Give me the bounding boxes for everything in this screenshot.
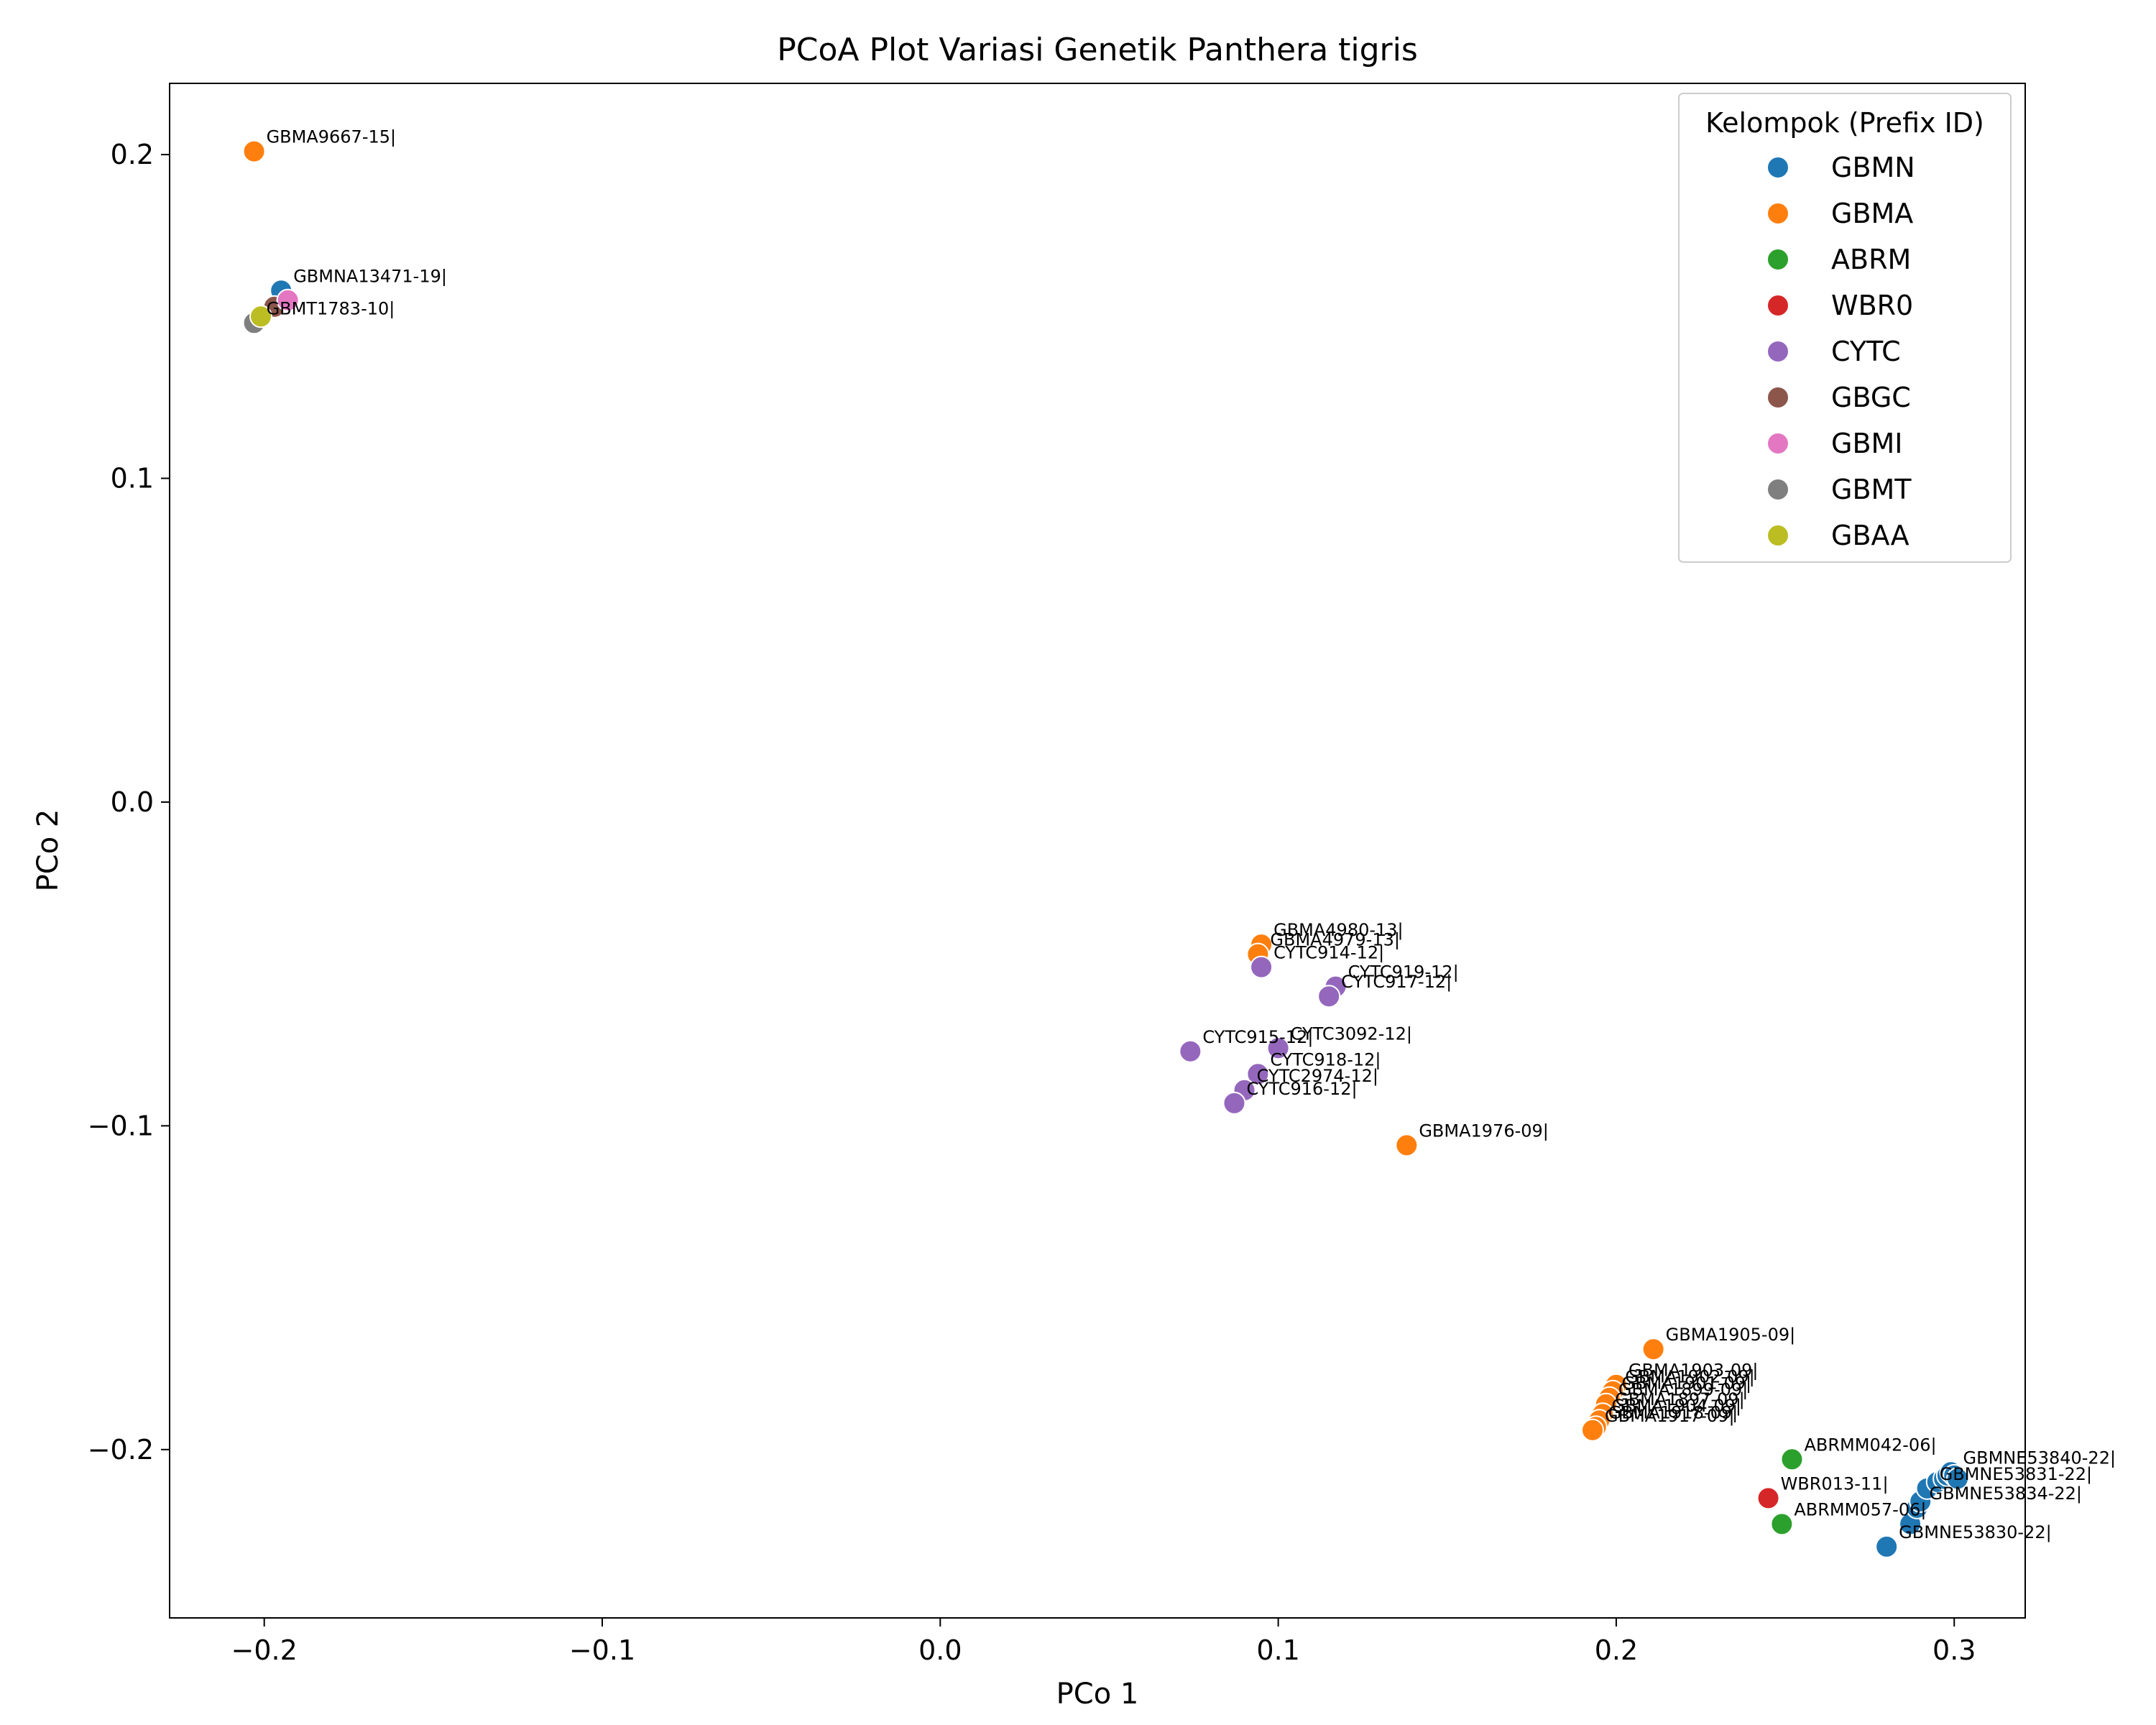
scatter-point-abrm [1770, 1512, 1794, 1536]
point-label: ABRMM057-06| [1794, 1499, 1926, 1519]
point-label: GBMNE53834-22| [1930, 1484, 2083, 1504]
point-label: CYTC919-12| [1348, 962, 1459, 983]
point-label: CYTC3092-12| [1291, 1024, 1412, 1044]
point-label: CYTC2974-12| [1257, 1066, 1378, 1086]
legend-label-cytc: CYTC [1831, 336, 1901, 367]
legend-label-gbgc: GBGC [1831, 382, 1911, 413]
point-label: GBMNA13471-19| [293, 266, 447, 286]
point-label: GBMA4980-13| [1273, 920, 1404, 940]
scatter-point-gbma [1581, 1418, 1605, 1442]
point-label: CYTC917-12| [1341, 972, 1452, 992]
scatter-point-gbma [1395, 1133, 1419, 1157]
x-axis-label: PCo 1 [1056, 1678, 1139, 1711]
scatter-point-cytc [1250, 955, 1273, 979]
point-label: GBMT1783-10| [267, 298, 395, 318]
point-label: GBMA1976-09| [1419, 1121, 1549, 1141]
legend-marker-gbaa [1766, 524, 1789, 547]
y-tick-label: 0.2 [111, 139, 154, 170]
point-label: GBMNE53831-22| [1940, 1464, 2093, 1484]
point-labels-layer: GBMNA13471-19| GBMNE53830-22| GBMNE53834-2… [267, 127, 2116, 1542]
point-label: GBMA1901-09| [1622, 1374, 1752, 1394]
point-label: GBMA1917-09| [1605, 1406, 1735, 1426]
legend-marker-gbmt [1766, 478, 1789, 501]
scatter-point-gbmn [1875, 1535, 1899, 1558]
point-label: GBMNE53840-22| [1963, 1448, 2116, 1468]
x-tick-label: 0.2 [1595, 1634, 1638, 1666]
plot-frame [169, 83, 2026, 1619]
point-label: GBMA1899-09| [1618, 1380, 1749, 1400]
point-label: GBMA4979-13| [1270, 930, 1400, 950]
legend-marker-gbmn [1766, 156, 1789, 179]
legend-title: Kelompok (Prefix ID) [1705, 107, 1984, 139]
point-label: GBMA1897-09| [1615, 1389, 1745, 1409]
point-label: CYTC914-12| [1273, 943, 1384, 963]
point-label: GBMA1903-09| [1628, 1361, 1759, 1381]
legend-marker-gbmi [1766, 432, 1789, 455]
scatter-point-gbma [1641, 1338, 1665, 1361]
scatter-point-gbmn [1945, 1467, 1969, 1491]
scatter-point-wbr0 [1756, 1486, 1780, 1510]
legend-marker-cytc [1766, 340, 1789, 363]
legend-label-gbmi: GBMI [1831, 428, 1903, 459]
scatter-point-cytc [1246, 1062, 1270, 1086]
x-axis-ticks: −0.2 −0.1 0.0 0.1 0.2 0.3 [231, 1618, 1976, 1666]
point-label: GBMA9667-15| [267, 127, 397, 147]
legend-label-gbaa: GBAA [1831, 520, 1909, 551]
point-label: GBMA1905-09| [1666, 1325, 1796, 1345]
legend-label-gbma: GBMA [1831, 198, 1913, 229]
legend-label-gbmn: GBMN [1831, 152, 1915, 183]
x-tick-label: 0.3 [1932, 1634, 1976, 1666]
scatter-point-cytc [1317, 985, 1341, 1008]
scatter-point-gbaa [249, 305, 272, 328]
scatter-point-abrm [1780, 1448, 1804, 1471]
point-label: CYTC918-12| [1270, 1049, 1381, 1070]
legend-label-wbr0: WBR0 [1831, 290, 1913, 321]
legend-label-gbmt: GBMT [1831, 474, 1912, 505]
point-label: GBMA1902-09| [1625, 1367, 1755, 1387]
scatter-point-gbmi [276, 288, 300, 312]
y-tick-label: −0.1 [88, 1110, 154, 1141]
scatter-point-cytc [1266, 1036, 1290, 1060]
point-label: GBMA1904-09| [1611, 1396, 1741, 1416]
point-label: WBR013-11| [1781, 1473, 1889, 1494]
legend: Kelompok (Prefix ID) GBMN GBMA ABRM WBR0 CYT… [1678, 93, 2012, 563]
x-tick-label: 0.1 [1256, 1634, 1299, 1666]
point-label: GBMNE53830-22| [1899, 1522, 2052, 1542]
legend-label-abrm: ABRM [1831, 244, 1911, 275]
scatter-point-cytc [1222, 1091, 1246, 1115]
legend-marker-gbgc [1766, 386, 1789, 409]
y-axis-ticks: −0.2 −0.1 0.0 0.1 0.2 [88, 139, 170, 1466]
x-tick-label: −0.2 [231, 1634, 298, 1666]
point-label: CYTC915-12| [1202, 1027, 1313, 1047]
points-layer [242, 139, 1969, 1558]
y-tick-label: 0.0 [111, 786, 154, 818]
scatter-point-cytc [1179, 1039, 1202, 1063]
y-tick-label: 0.1 [111, 463, 154, 494]
x-tick-label: 0.0 [918, 1634, 962, 1666]
point-label: ABRMM042-06| [1804, 1435, 1936, 1455]
point-label: CYTC916-12| [1246, 1079, 1357, 1099]
legend-entries: GBMN GBMA ABRM WBR0 CYTC GBGC GBMI GBMT GBAA [1766, 152, 1915, 551]
legend-marker-abrm [1766, 248, 1789, 271]
legend-box [1678, 93, 2012, 563]
y-tick-label: −0.2 [88, 1434, 154, 1466]
legend-marker-wbr0 [1766, 294, 1789, 317]
point-label: GBMA1918-09| [1608, 1402, 1738, 1422]
chart-title: PCoA Plot Variasi Genetik Panthera tigri… [777, 32, 1418, 68]
x-tick-label: −0.1 [569, 1634, 635, 1666]
scatter-point-gbma [242, 139, 266, 163]
legend-marker-gbma [1766, 202, 1789, 225]
y-axis-label: PCo 2 [32, 809, 65, 892]
